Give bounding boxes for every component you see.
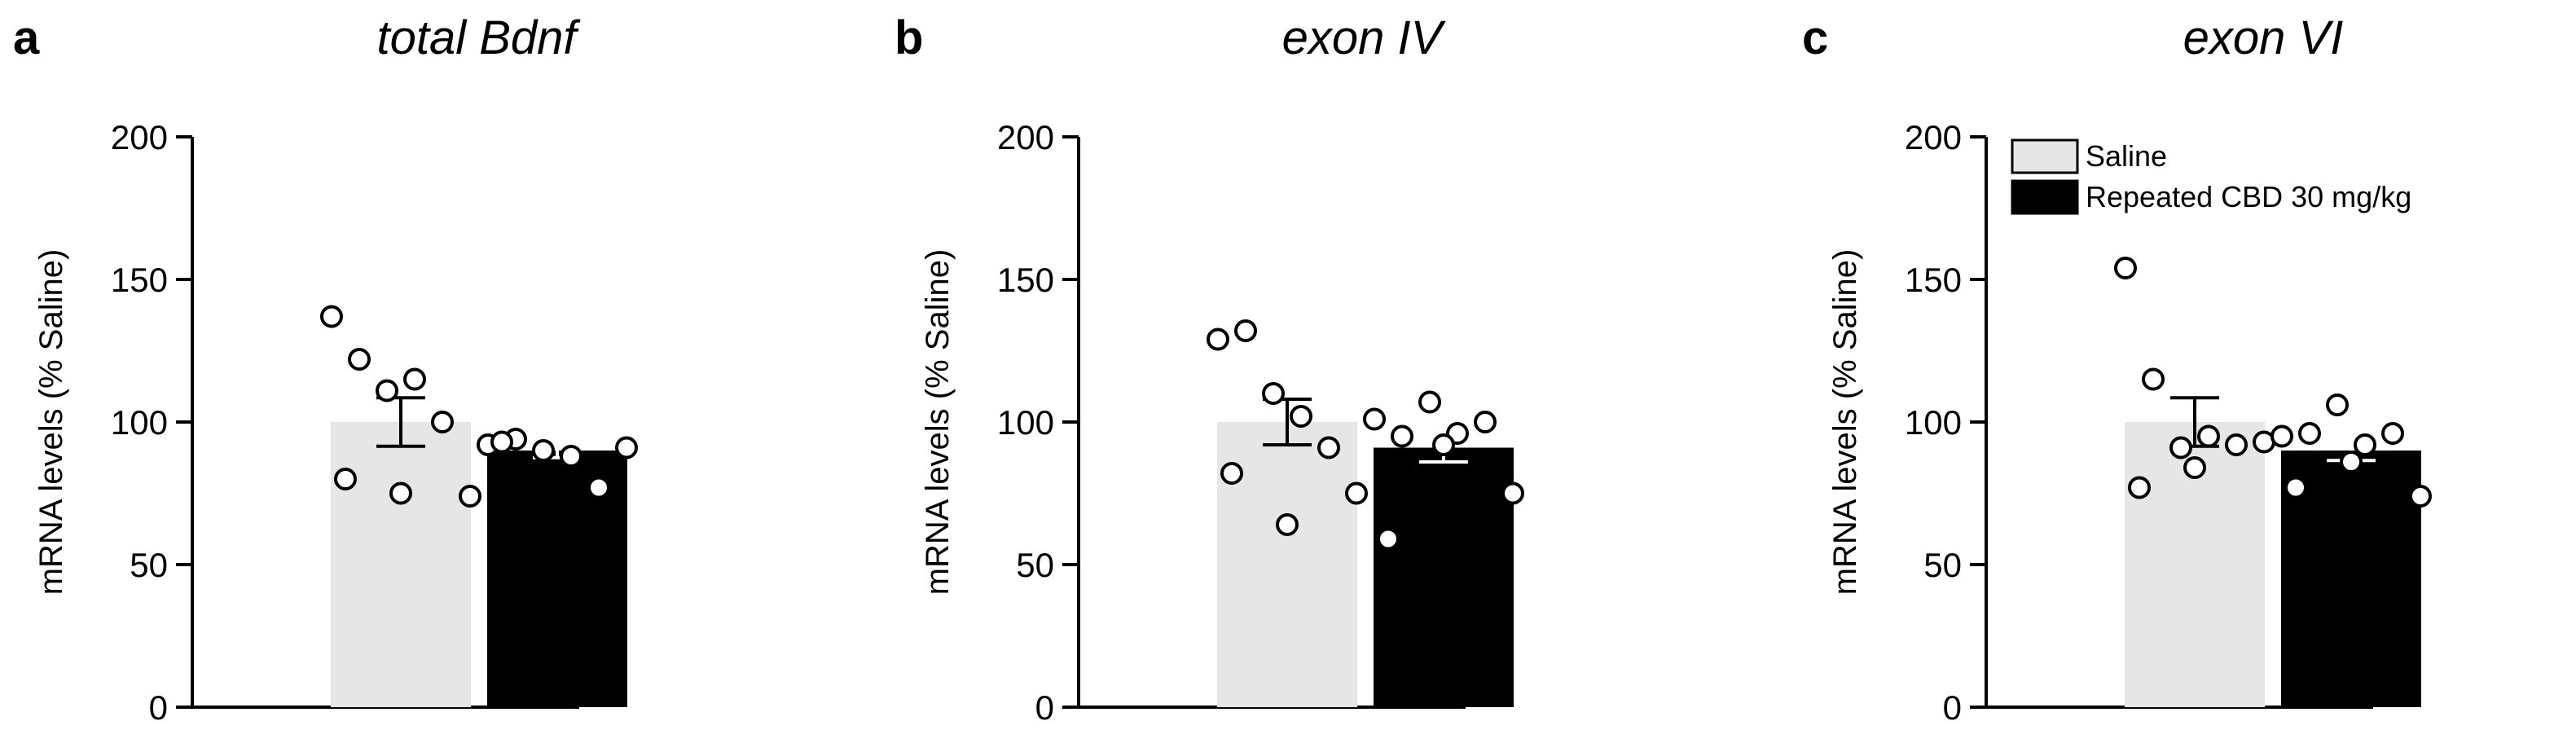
data-point	[490, 430, 513, 454]
data-point	[560, 445, 582, 468]
data-point	[2354, 433, 2376, 456]
panel-a: a total Bdnf mRNA levels (% Saline) 0 50 100 1…	[13, 11, 638, 727]
data-point	[459, 485, 481, 508]
data-point	[2183, 456, 2206, 479]
panel-title: exon VI	[2183, 11, 2344, 64]
panel-letter: b	[895, 11, 923, 64]
data-point	[431, 411, 454, 433]
data-point	[2409, 485, 2432, 508]
panels: a total Bdnf mRNA levels (% Saline) 0 50 100 1…	[13, 11, 2432, 727]
y-tick-label: 200	[997, 118, 1054, 156]
data-point	[389, 481, 412, 505]
y-tick-label: 50	[130, 546, 168, 584]
data-point	[1418, 390, 1441, 414]
data-point	[1345, 481, 1368, 505]
data-point	[2225, 433, 2248, 456]
y-tick-label: 100	[1905, 403, 1962, 442]
legend-label: Saline	[2086, 139, 2167, 173]
legend-label: Repeated CBD 30 mg/kg	[2086, 180, 2411, 213]
y-tick-label: 100	[111, 403, 168, 442]
legend: Saline Repeated CBD 30 mg/kg	[2011, 138, 2411, 215]
y-tick-label: 200	[1905, 118, 1962, 156]
data-point	[1501, 481, 1524, 505]
data-point	[1474, 411, 1497, 433]
data-point	[2340, 451, 2363, 473]
data-point	[1290, 405, 1312, 428]
y-tick-label: 50	[1016, 546, 1054, 584]
data-point	[334, 468, 357, 490]
data-point	[1220, 462, 1243, 485]
bar-saline	[331, 422, 471, 707]
data-point	[1234, 319, 1257, 342]
data-point	[587, 476, 610, 499]
data-point	[2381, 422, 2404, 445]
data-point	[2114, 257, 2137, 279]
y-axis-label: mRNA levels (% Saline)	[33, 249, 69, 596]
data-point	[2142, 367, 2165, 391]
data-point	[2169, 436, 2192, 459]
y-tick-label: 50	[1923, 546, 1962, 584]
y-tick-label: 100	[997, 403, 1054, 442]
y-tick-label: 200	[111, 118, 168, 156]
y-tick-label: 0	[1943, 688, 1962, 727]
y-tick-label: 150	[1905, 261, 1962, 299]
y-tick-label: 150	[997, 261, 1054, 299]
data-point	[2284, 476, 2307, 499]
data-point	[2270, 424, 2293, 448]
y-axis-label: mRNA levels (% Saline)	[1827, 249, 1863, 596]
data-point	[348, 348, 371, 371]
legend-swatch	[2011, 138, 2079, 174]
y-axis-label: mRNA levels (% Saline)	[920, 249, 956, 596]
data-point	[1276, 513, 1299, 536]
data-point	[2326, 393, 2349, 416]
data-point	[1377, 527, 1400, 551]
legend-swatch	[2011, 179, 2079, 215]
data-point	[615, 436, 638, 459]
data-point	[1363, 407, 1386, 431]
data-point	[320, 305, 343, 328]
panel-letter: a	[13, 11, 40, 64]
y-tick-label: 150	[111, 261, 168, 299]
data-point	[1432, 433, 1455, 456]
data-point	[403, 367, 426, 391]
data-point	[2197, 424, 2220, 448]
panel-title: exon IV	[1282, 11, 1447, 64]
data-point	[376, 379, 398, 402]
data-point	[1317, 436, 1340, 459]
panel-c: c exon VI mRNA levels (% Saline) 0 50 100 150 2…	[1802, 11, 2432, 727]
data-point	[532, 439, 555, 462]
panel-b: b exon IV mRNA levels (% Saline) 0 50 100 150 2…	[895, 11, 1524, 727]
data-point	[2128, 476, 2151, 499]
panel-title: total Bdnf	[376, 11, 581, 64]
data-point	[2298, 422, 2321, 445]
y-tick-label: 0	[149, 688, 168, 727]
y-tick-label: 0	[1035, 688, 1054, 727]
panel-letter: c	[1802, 11, 1828, 64]
data-point	[1207, 328, 1229, 351]
data-point	[1262, 382, 1285, 405]
bar-cbd	[1374, 447, 1514, 707]
data-point	[1391, 424, 1413, 448]
